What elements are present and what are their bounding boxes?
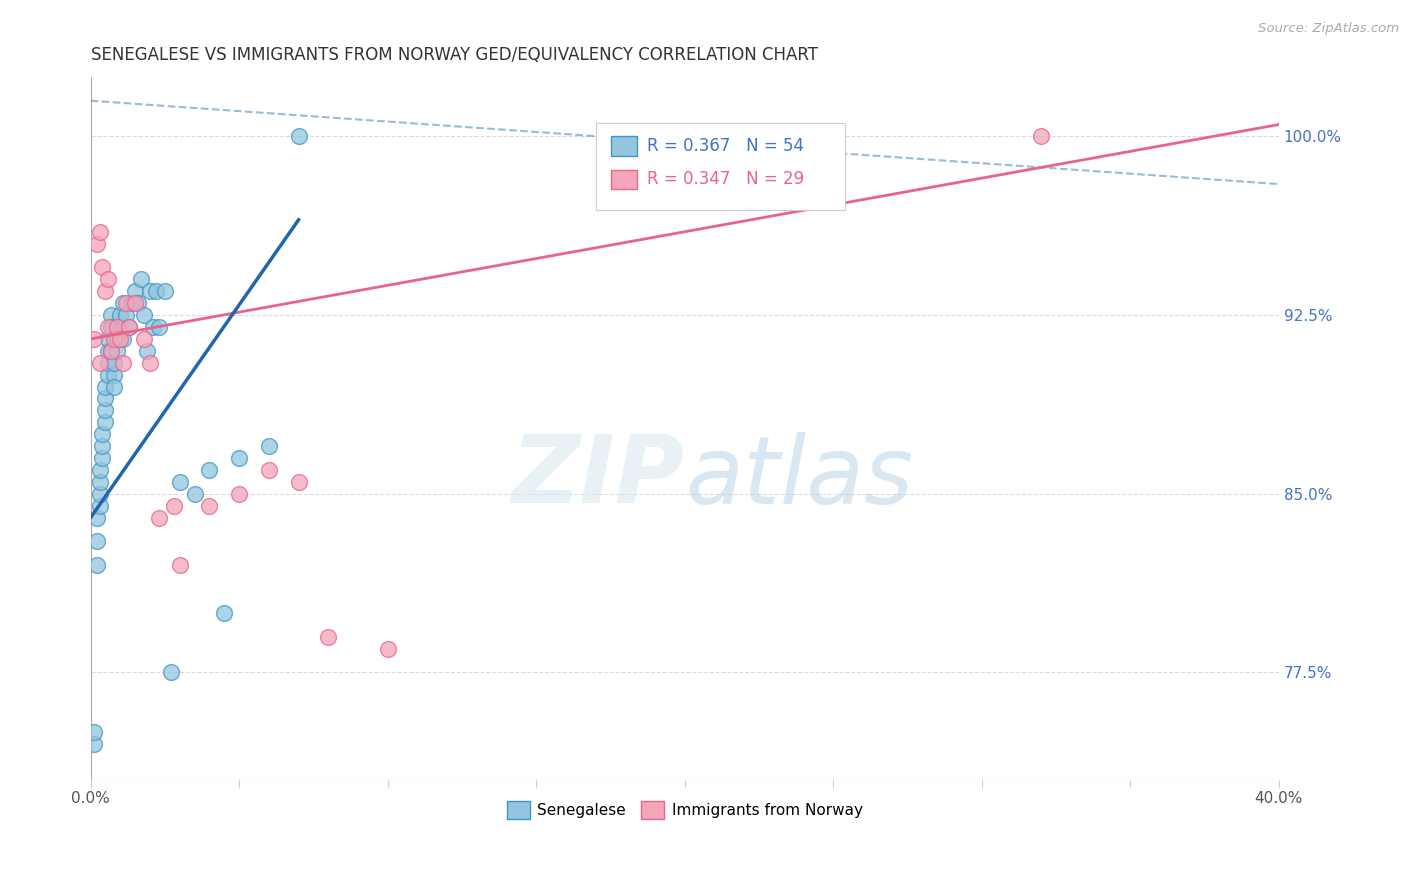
Point	[105, 343, 128, 358]
Point	[91, 439, 114, 453]
Point	[100, 343, 122, 358]
Point	[142, 320, 165, 334]
Point	[316, 630, 339, 644]
Point	[115, 308, 138, 322]
Point	[100, 320, 122, 334]
Point	[112, 332, 135, 346]
Point	[83, 332, 105, 346]
Point	[97, 368, 120, 382]
Point	[129, 272, 152, 286]
Point	[169, 558, 191, 573]
Point	[86, 558, 108, 573]
Point	[89, 499, 111, 513]
Point	[287, 129, 309, 144]
Point	[228, 450, 250, 465]
Text: ZIP: ZIP	[512, 432, 685, 524]
Point	[110, 320, 132, 334]
Point	[91, 450, 114, 465]
Point	[214, 606, 236, 620]
Point	[105, 332, 128, 346]
Point	[121, 296, 143, 310]
Bar	[612, 136, 637, 155]
Point	[94, 415, 117, 429]
Point	[132, 332, 155, 346]
Point	[124, 296, 146, 310]
Point	[148, 510, 170, 524]
Point	[103, 332, 125, 346]
Point	[97, 343, 120, 358]
Point	[112, 356, 135, 370]
Point	[112, 296, 135, 310]
Point	[89, 475, 111, 489]
Point	[287, 475, 309, 489]
Point	[83, 725, 105, 739]
Point	[97, 320, 120, 334]
Bar	[612, 169, 637, 189]
Point	[257, 463, 280, 477]
Point	[198, 499, 221, 513]
Point	[103, 368, 125, 382]
Point	[100, 308, 122, 322]
Point	[86, 510, 108, 524]
Point	[89, 463, 111, 477]
Point	[94, 379, 117, 393]
Point	[89, 356, 111, 370]
Point	[118, 320, 141, 334]
Point	[163, 499, 186, 513]
Point	[115, 296, 138, 310]
Point	[100, 320, 122, 334]
Point	[823, 129, 845, 144]
Point	[100, 343, 122, 358]
Point	[89, 225, 111, 239]
Point	[94, 285, 117, 299]
Point	[91, 260, 114, 275]
Text: Source: ZipAtlas.com: Source: ZipAtlas.com	[1258, 22, 1399, 36]
Text: SENEGALESE VS IMMIGRANTS FROM NORWAY GED/EQUIVALENCY CORRELATION CHART: SENEGALESE VS IMMIGRANTS FROM NORWAY GED…	[90, 46, 818, 64]
Point	[145, 285, 167, 299]
Point	[97, 356, 120, 370]
Point	[86, 534, 108, 549]
Point	[103, 379, 125, 393]
Point	[103, 356, 125, 370]
Point	[1031, 129, 1053, 144]
Point	[136, 343, 159, 358]
Point	[169, 475, 191, 489]
Point	[91, 427, 114, 442]
Point	[159, 665, 181, 680]
Point	[89, 487, 111, 501]
Point	[110, 332, 132, 346]
Point	[377, 641, 399, 656]
Point	[94, 392, 117, 406]
Point	[257, 439, 280, 453]
Point	[153, 285, 176, 299]
Point	[105, 320, 128, 334]
Point	[94, 403, 117, 417]
Point	[183, 487, 205, 501]
Point	[148, 320, 170, 334]
Text: atlas: atlas	[685, 432, 912, 523]
Point	[97, 332, 120, 346]
Point	[139, 285, 162, 299]
Point	[97, 272, 120, 286]
Text: R = 0.347   N = 29: R = 0.347 N = 29	[647, 170, 804, 188]
Point	[83, 737, 105, 751]
Point	[132, 308, 155, 322]
Point	[139, 356, 162, 370]
Text: R = 0.367   N = 54: R = 0.367 N = 54	[647, 136, 804, 154]
FancyBboxPatch shape	[596, 122, 845, 211]
Point	[86, 236, 108, 251]
Point	[127, 296, 149, 310]
Point	[118, 320, 141, 334]
Point	[198, 463, 221, 477]
Point	[124, 285, 146, 299]
Legend: Senegalese, Immigrants from Norway: Senegalese, Immigrants from Norway	[501, 795, 869, 825]
Point	[110, 308, 132, 322]
Point	[228, 487, 250, 501]
